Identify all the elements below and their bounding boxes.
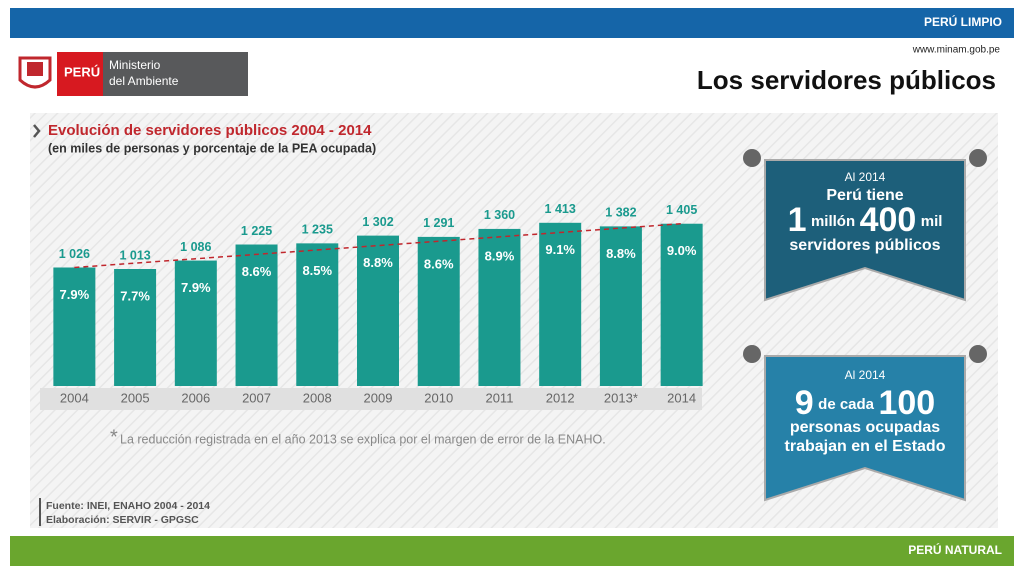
callout-intro: Al 2014 [845,170,886,184]
x-tick-label: 2005 [121,390,150,405]
bar [296,243,339,386]
bar [114,268,157,386]
value-label: 1 382 [605,206,636,220]
callout-word: de cada [818,396,875,413]
credit: Elaboración: SERVIR - GPGSC [46,514,199,526]
share-label: 7.9% [181,280,211,295]
bar [235,244,278,386]
value-label: 1 413 [545,202,576,216]
footnote: La reducción registrada en el año 2013 s… [120,432,606,446]
share-label: 8.9% [485,248,515,263]
bar [539,222,582,386]
footnote-mark: * [110,426,118,448]
callout-headline: 1 millón 400 mil [788,201,943,239]
share-label: 7.9% [60,287,90,302]
x-tick-label: 2009 [364,390,393,405]
trend-line [74,222,682,269]
callout-text: Perú tiene [826,187,903,204]
callout-big: 1 [788,201,807,239]
bar [478,228,521,386]
logo-ministry: Ministerio [109,58,161,72]
callout-2: Al 2014 9 de cada 100 personas ocupadas … [743,345,987,502]
chart-title: Evolución de servidores públicos 2004 - … [48,122,372,139]
callout-big: 100 [878,384,935,422]
x-axis-band [40,388,702,410]
bottom-banner [10,536,1014,566]
value-label: 1 302 [362,215,393,229]
callout-text: personas ocupadas [790,419,940,436]
value-label: 1 291 [423,216,454,230]
share-label: 8.5% [302,263,332,278]
callout-headline: 9 de cada 100 [795,384,935,422]
slide-title: Los servidores públicos [697,65,996,95]
x-tick-label: 2013* [604,390,638,405]
top-banner [10,8,1014,38]
logo-ministry: del Ambiente [109,74,179,88]
logo: PERÚ Ministerio del Ambiente [18,52,248,96]
x-tick-label: 2006 [181,390,210,405]
bar [357,235,399,386]
callout-1: Al 2014 Perú tiene 1 millón 400 mil serv… [743,149,987,302]
callout-word: millón [811,213,855,230]
share-label: 7.7% [120,288,150,303]
bar [660,223,703,386]
share-label: 8.6% [242,264,272,279]
bar [599,226,642,386]
x-tick-label: 2014 [667,390,696,405]
chart-subtitle: (en miles de personas y porcentaje de la… [48,141,376,155]
value-label: 1 405 [666,203,697,217]
value-label: 1 013 [119,248,150,262]
bullet-arrow [33,124,41,138]
callout-intro: Al 2014 [845,368,886,382]
x-tick-label: 2004 [60,390,89,405]
callout-text: servidores públicos [789,237,940,254]
callout-big: 400 [860,201,917,239]
x-tick-label: 2008 [303,390,332,405]
value-label: 1 225 [241,224,272,238]
top-banner-text: PERÚ LIMPIO [924,14,1002,29]
callout-text: trabajan en el Estado [785,438,946,455]
url: www.minam.gob.pe [912,45,1001,56]
x-tick-label: 2010 [424,390,453,405]
value-label: 1 360 [484,208,515,222]
callout-word: mil [921,213,943,230]
share-label: 8.8% [363,255,393,270]
bar [174,260,217,386]
callout-big: 9 [795,384,814,422]
plot: 1 026 7.9% 2004 1 013 7.7% 2005 1 086 7.9% 2006 1… [53,202,703,405]
x-tick-label: 2012 [546,390,575,405]
bar [53,267,96,386]
share-label: 9.1% [545,242,575,257]
value-label: 1 235 [302,223,333,237]
bottom-banner-text: PERÚ NATURAL [908,542,1002,557]
x-tick-label: 2011 [485,390,513,405]
value-label: 1 086 [180,240,211,254]
share-label: 8.8% [606,246,636,261]
x-tick-label: 2007 [242,390,271,405]
bar [417,236,460,386]
source: Fuente: INEI, ENAHO 2004 - 2014 [46,500,210,512]
value-label: 1 026 [59,247,90,261]
logo-country: PERÚ [64,64,100,79]
share-label: 8.6% [424,256,454,271]
share-label: 9.0% [667,243,697,258]
